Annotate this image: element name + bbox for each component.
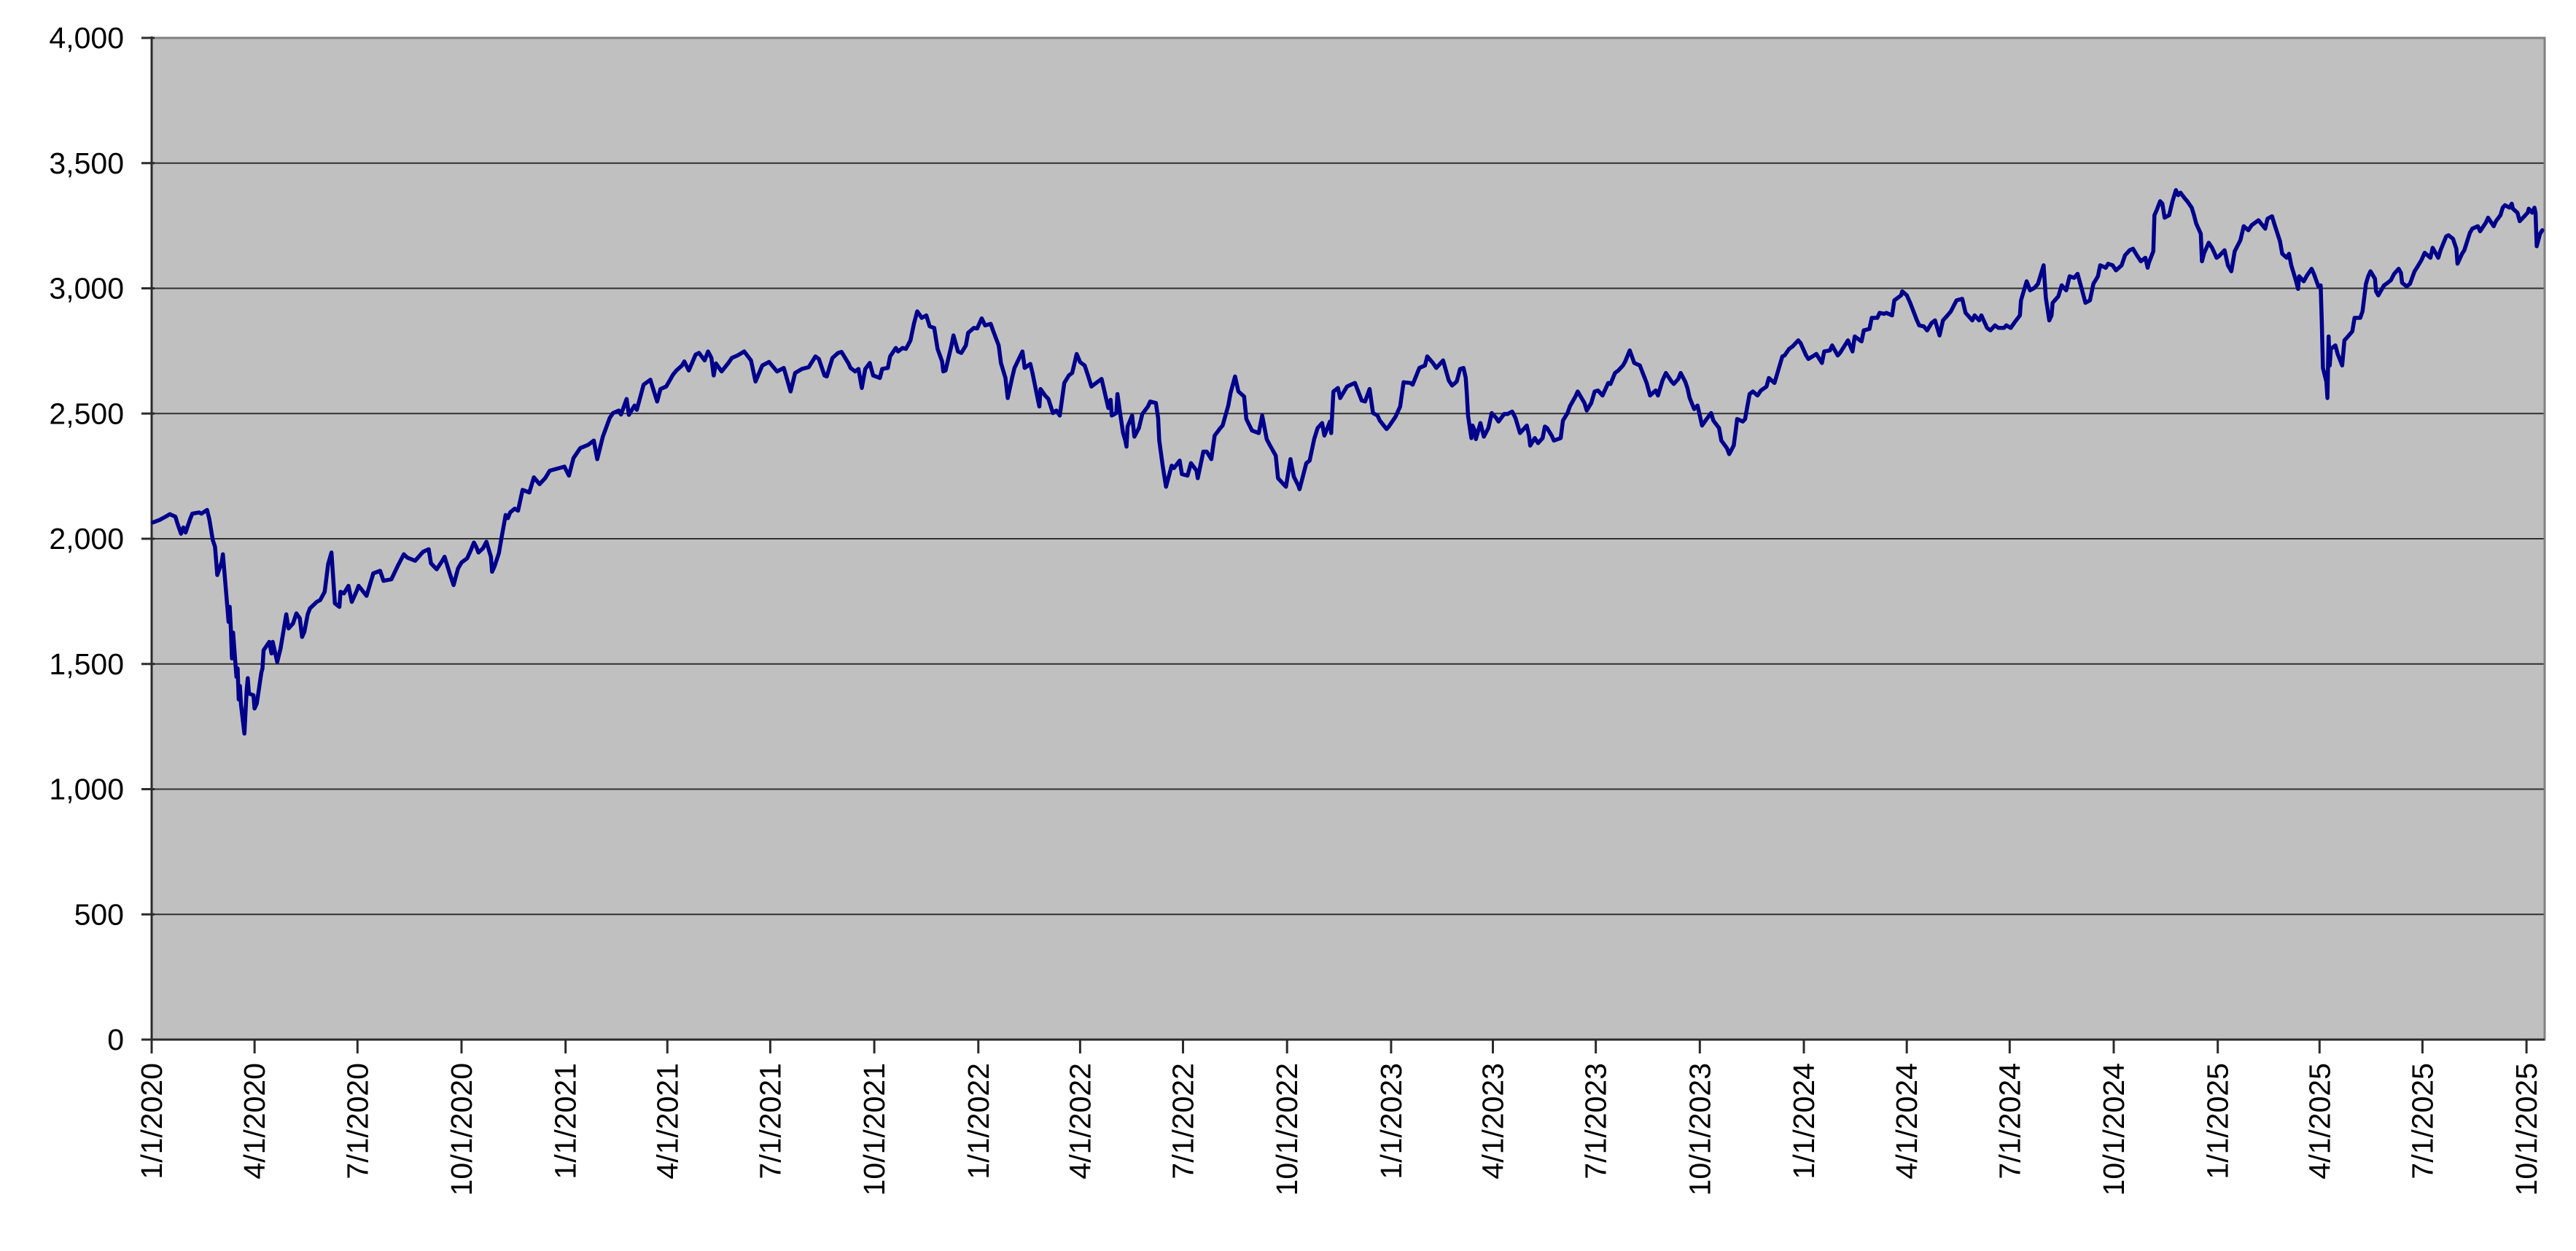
- x-axis-tick-label: 4/1/2023: [1476, 1063, 1509, 1180]
- x-axis-tick-label: 1/1/2021: [549, 1063, 583, 1180]
- x-axis-tick-label: 10/1/2022: [1270, 1063, 1304, 1196]
- x-axis-tick-label: 10/1/2023: [1683, 1063, 1716, 1196]
- x-axis-tick-label: 10/1/2024: [2097, 1063, 2131, 1196]
- x-axis-tick-label: 4/1/2021: [650, 1063, 684, 1180]
- y-axis-tick-label: 1,500: [49, 647, 124, 681]
- x-axis-tick-label: 10/1/2025: [2510, 1063, 2543, 1196]
- x-axis-tick-label: 7/1/2024: [1993, 1063, 2026, 1180]
- y-axis: 0 500 1,000 1,500 2,000 2,500 3,000 3,500 4,000: [49, 21, 155, 1056]
- x-axis-tick-label: 1/1/2022: [962, 1063, 995, 1180]
- gridlines: [152, 162, 2545, 916]
- y-axis-tick-label: 3,000: [49, 272, 124, 305]
- x-axis-tick-label: 1/1/2025: [2201, 1063, 2235, 1180]
- x-axis-tick-label: 4/1/2024: [1890, 1063, 1923, 1180]
- x-axis-tick-label: 4/1/2025: [2303, 1063, 2336, 1180]
- x-axis-tick-label: 1/1/2023: [1374, 1063, 1408, 1180]
- x-axis-tick-label: 7/1/2022: [1167, 1063, 1200, 1180]
- y-axis-tick-label: 3,500: [49, 147, 124, 180]
- x-axis-tick-label: 7/1/2025: [2405, 1063, 2439, 1180]
- price-line-series: [150, 188, 2545, 736]
- x-axis-tick-label: 7/1/2021: [753, 1063, 787, 1180]
- x-axis-tick-label: 10/1/2021: [857, 1063, 891, 1196]
- x-axis-tick-label: 7/1/2020: [341, 1063, 374, 1180]
- x-axis-tick-label: 1/1/2020: [135, 1063, 168, 1180]
- x-axis-tick-label: 1/1/2024: [1787, 1063, 1821, 1180]
- y-axis-tick-label: 4,000: [49, 21, 124, 55]
- x-axis-tick-label: 4/1/2022: [1063, 1063, 1097, 1180]
- y-axis-tick-label: 2,000: [49, 522, 124, 556]
- y-axis-tick-label: 0: [107, 1023, 124, 1056]
- x-axis-tick-label: 10/1/2020: [445, 1063, 478, 1196]
- y-axis-tick-label: 500: [74, 897, 124, 931]
- y-axis-tick-label: 1,000: [49, 773, 124, 806]
- x-axis: 1/1/2020 4/1/2020 7/1/2020 10/1/2020 1/1/202…: [135, 1040, 2543, 1196]
- y-axis-tick-label: 2,500: [49, 397, 124, 430]
- x-axis-tick-label: 4/1/2020: [238, 1063, 271, 1180]
- x-axis-tick-label: 7/1/2023: [1579, 1063, 1613, 1180]
